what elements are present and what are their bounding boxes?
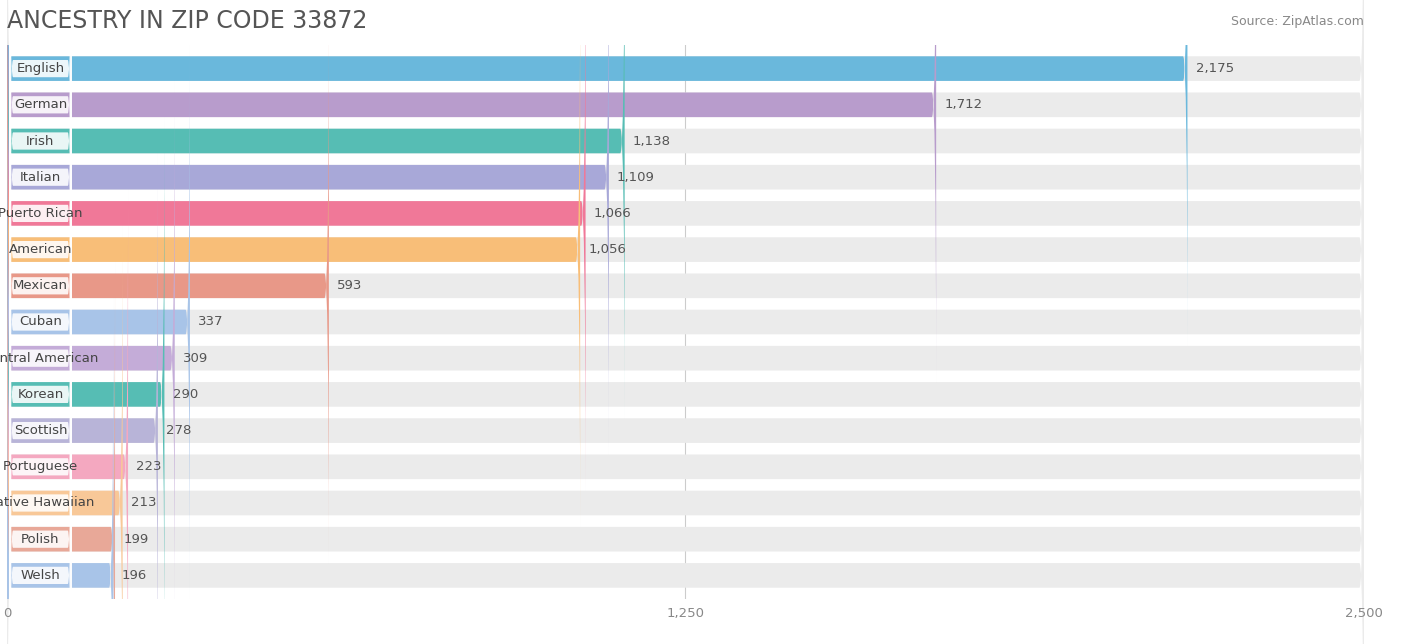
Text: 309: 309	[183, 352, 208, 365]
FancyBboxPatch shape	[7, 117, 165, 644]
Text: 1,138: 1,138	[633, 135, 671, 147]
Text: 337: 337	[198, 316, 224, 328]
FancyBboxPatch shape	[7, 0, 581, 527]
FancyBboxPatch shape	[7, 81, 1364, 636]
Text: 290: 290	[173, 388, 198, 401]
Text: German: German	[14, 99, 67, 111]
FancyBboxPatch shape	[7, 0, 609, 455]
Text: 1,066: 1,066	[593, 207, 631, 220]
Text: Scottish: Scottish	[14, 424, 67, 437]
FancyBboxPatch shape	[7, 262, 115, 644]
FancyBboxPatch shape	[7, 0, 1364, 346]
FancyBboxPatch shape	[10, 0, 72, 350]
FancyBboxPatch shape	[10, 0, 72, 458]
Text: 196: 196	[121, 569, 146, 582]
FancyBboxPatch shape	[7, 0, 1364, 382]
FancyBboxPatch shape	[7, 8, 329, 563]
Text: Korean: Korean	[17, 388, 63, 401]
FancyBboxPatch shape	[7, 81, 174, 636]
FancyBboxPatch shape	[7, 189, 1364, 644]
FancyBboxPatch shape	[10, 5, 72, 495]
FancyBboxPatch shape	[10, 330, 72, 644]
Text: English: English	[17, 62, 65, 75]
FancyBboxPatch shape	[7, 0, 1364, 419]
FancyBboxPatch shape	[7, 0, 624, 419]
Text: American: American	[8, 243, 72, 256]
FancyBboxPatch shape	[7, 0, 585, 491]
Text: Portuguese: Portuguese	[3, 460, 77, 473]
FancyBboxPatch shape	[7, 117, 1364, 644]
FancyBboxPatch shape	[7, 225, 1364, 644]
FancyBboxPatch shape	[7, 0, 1188, 346]
FancyBboxPatch shape	[7, 225, 122, 644]
Text: 223: 223	[136, 460, 162, 473]
FancyBboxPatch shape	[7, 0, 1364, 527]
FancyBboxPatch shape	[10, 222, 72, 644]
FancyBboxPatch shape	[10, 0, 72, 314]
Text: Native Hawaiian: Native Hawaiian	[0, 497, 94, 509]
Text: 199: 199	[124, 533, 149, 545]
FancyBboxPatch shape	[7, 0, 1364, 455]
Text: 213: 213	[131, 497, 156, 509]
FancyBboxPatch shape	[7, 262, 1364, 644]
Text: Irish: Irish	[27, 135, 55, 147]
FancyBboxPatch shape	[7, 8, 1364, 563]
Text: 1,109: 1,109	[617, 171, 655, 184]
Text: Puerto Rican: Puerto Rican	[0, 207, 83, 220]
Text: Cuban: Cuban	[18, 316, 62, 328]
FancyBboxPatch shape	[7, 44, 1364, 600]
FancyBboxPatch shape	[7, 153, 157, 644]
Text: Source: ZipAtlas.com: Source: ZipAtlas.com	[1230, 15, 1364, 28]
Text: Welsh: Welsh	[21, 569, 60, 582]
FancyBboxPatch shape	[7, 153, 1364, 644]
FancyBboxPatch shape	[7, 298, 114, 644]
FancyBboxPatch shape	[7, 44, 190, 600]
FancyBboxPatch shape	[7, 189, 128, 644]
Text: Mexican: Mexican	[13, 279, 67, 292]
Text: Central American: Central American	[0, 352, 98, 365]
FancyBboxPatch shape	[10, 258, 72, 644]
FancyBboxPatch shape	[10, 113, 72, 603]
FancyBboxPatch shape	[7, 0, 936, 382]
Text: 1,712: 1,712	[945, 99, 983, 111]
FancyBboxPatch shape	[10, 149, 72, 639]
FancyBboxPatch shape	[7, 298, 1364, 644]
Text: 2,175: 2,175	[1195, 62, 1233, 75]
Text: Italian: Italian	[20, 171, 60, 184]
Text: 278: 278	[166, 424, 191, 437]
Text: 1,056: 1,056	[588, 243, 626, 256]
FancyBboxPatch shape	[10, 77, 72, 567]
FancyBboxPatch shape	[7, 0, 1364, 491]
Text: ANCESTRY IN ZIP CODE 33872: ANCESTRY IN ZIP CODE 33872	[7, 10, 367, 33]
FancyBboxPatch shape	[10, 294, 72, 644]
FancyBboxPatch shape	[10, 0, 72, 422]
FancyBboxPatch shape	[10, 0, 72, 386]
FancyBboxPatch shape	[10, 186, 72, 644]
FancyBboxPatch shape	[10, 41, 72, 531]
Text: 593: 593	[337, 279, 363, 292]
Text: Polish: Polish	[21, 533, 59, 545]
